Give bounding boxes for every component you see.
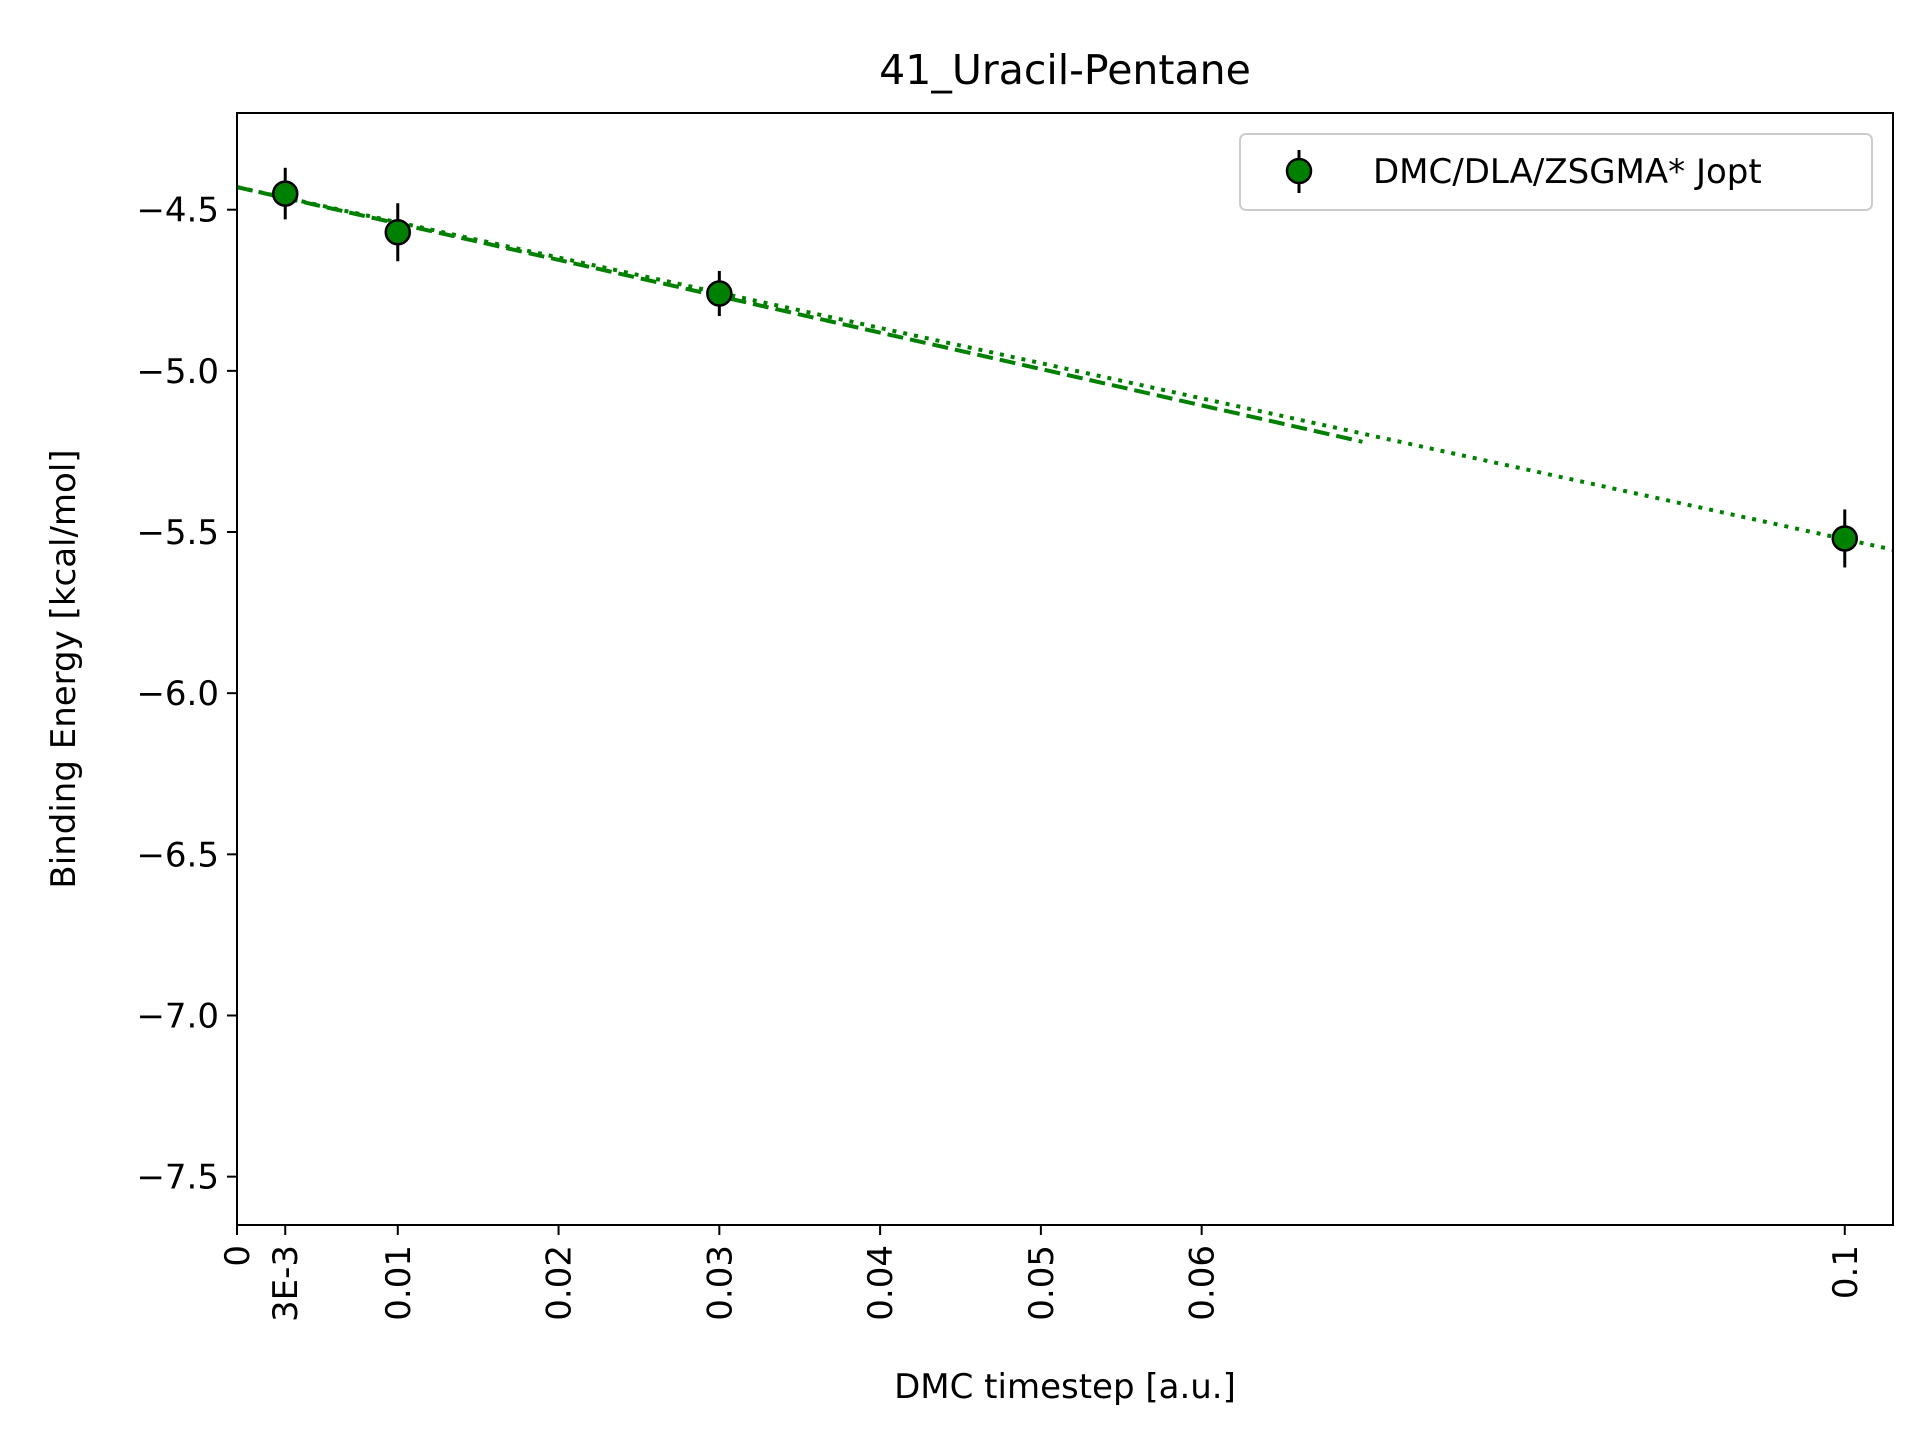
data-point — [271, 180, 299, 207]
fit-line-dotted — [236, 185, 1894, 552]
y-axis-label: Binding Energy [kcal/mol] — [44, 449, 84, 888]
y-tick-label: −6.5 — [136, 835, 219, 875]
data-points — [271, 167, 1859, 568]
plot-frame — [236, 112, 1894, 1226]
x-axis-label: DMC timestep [a.u.] — [894, 1367, 1236, 1407]
data-point — [706, 280, 733, 307]
legend-label: DMC/DLA/ZSGMA* Jopt — [1373, 152, 1762, 192]
data-point — [384, 219, 412, 246]
y-axis-ticks: −4.5 −5.0 −5.5 −6.0 −6.5 −7.0 −7.5 — [136, 191, 237, 1198]
fit-line-dashed — [236, 185, 1363, 444]
data-point — [1831, 525, 1859, 552]
legend-marker — [1285, 157, 1313, 185]
y-tick-label: −7.0 — [136, 996, 219, 1036]
x-tick-label: 0.06 — [1183, 1245, 1223, 1321]
y-tick-label: −5.5 — [136, 513, 219, 553]
x-tick-label: 3E-3 — [266, 1245, 306, 1322]
y-tick-label: −7.5 — [136, 1158, 219, 1198]
chart-title: 41_Uracil-Pentane — [879, 46, 1251, 94]
y-tick-label: −6.0 — [136, 674, 219, 714]
legend-box — [1239, 133, 1873, 211]
fit-lines — [236, 185, 1894, 552]
y-tick-label: −5.0 — [136, 352, 219, 392]
x-tick-label: 0 — [218, 1245, 258, 1267]
x-tick-label: 0.03 — [700, 1245, 740, 1321]
x-axis-ticks: 0 3E-3 0.01 0.02 0.03 0.04 0.05 0.06 0.1 — [218, 1225, 1866, 1322]
x-tick-label: 0.05 — [1022, 1245, 1062, 1321]
x-tick-label: 0.1 — [1826, 1245, 1866, 1299]
x-tick-label: 0.01 — [379, 1245, 419, 1321]
legend: DMC/DLA/ZSGMA* Jopt — [1239, 133, 1873, 211]
x-tick-label: 0.04 — [861, 1245, 901, 1321]
y-tick-label: −4.5 — [136, 191, 219, 231]
x-tick-label: 0.02 — [540, 1245, 580, 1321]
